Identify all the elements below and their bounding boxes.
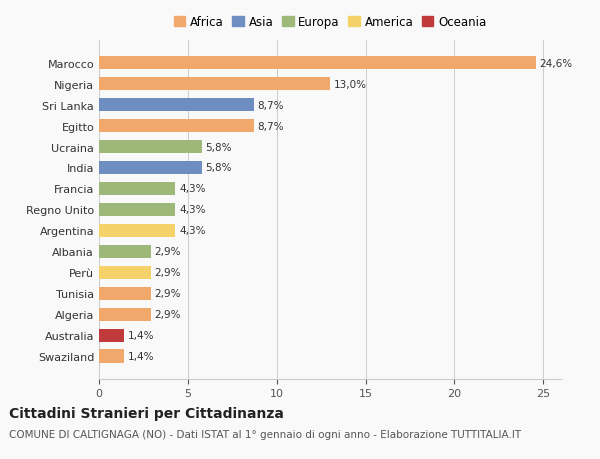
Text: 8,7%: 8,7% bbox=[257, 101, 284, 110]
Bar bbox=[99, 350, 124, 364]
Text: 24,6%: 24,6% bbox=[539, 58, 573, 68]
Bar bbox=[99, 329, 124, 342]
Text: COMUNE DI CALTIGNAGA (NO) - Dati ISTAT al 1° gennaio di ogni anno - Elaborazione: COMUNE DI CALTIGNAGA (NO) - Dati ISTAT a… bbox=[9, 429, 521, 439]
Bar bbox=[99, 266, 151, 280]
Text: 1,4%: 1,4% bbox=[127, 352, 154, 362]
Bar bbox=[99, 182, 175, 196]
Text: 2,9%: 2,9% bbox=[154, 289, 181, 299]
Text: Cittadini Stranieri per Cittadinanza: Cittadini Stranieri per Cittadinanza bbox=[9, 406, 284, 420]
Text: 4,3%: 4,3% bbox=[179, 184, 205, 194]
Text: 5,8%: 5,8% bbox=[206, 142, 232, 152]
Text: 8,7%: 8,7% bbox=[257, 121, 284, 131]
Text: 13,0%: 13,0% bbox=[334, 79, 367, 90]
Text: 5,8%: 5,8% bbox=[206, 163, 232, 173]
Text: 2,9%: 2,9% bbox=[154, 268, 181, 278]
Text: 4,3%: 4,3% bbox=[179, 226, 205, 236]
Bar bbox=[99, 224, 175, 238]
Text: 2,9%: 2,9% bbox=[154, 310, 181, 319]
Bar bbox=[99, 287, 151, 301]
Bar bbox=[99, 99, 254, 112]
Bar bbox=[99, 245, 151, 259]
Bar bbox=[99, 140, 202, 154]
Bar bbox=[99, 78, 330, 91]
Bar bbox=[99, 161, 202, 175]
Text: 2,9%: 2,9% bbox=[154, 247, 181, 257]
Text: 1,4%: 1,4% bbox=[127, 330, 154, 341]
Legend: Africa, Asia, Europa, America, Oceania: Africa, Asia, Europa, America, Oceania bbox=[171, 13, 489, 31]
Bar bbox=[99, 56, 536, 70]
Bar bbox=[99, 308, 151, 321]
Bar bbox=[99, 203, 175, 217]
Text: 4,3%: 4,3% bbox=[179, 205, 205, 215]
Bar bbox=[99, 119, 254, 133]
